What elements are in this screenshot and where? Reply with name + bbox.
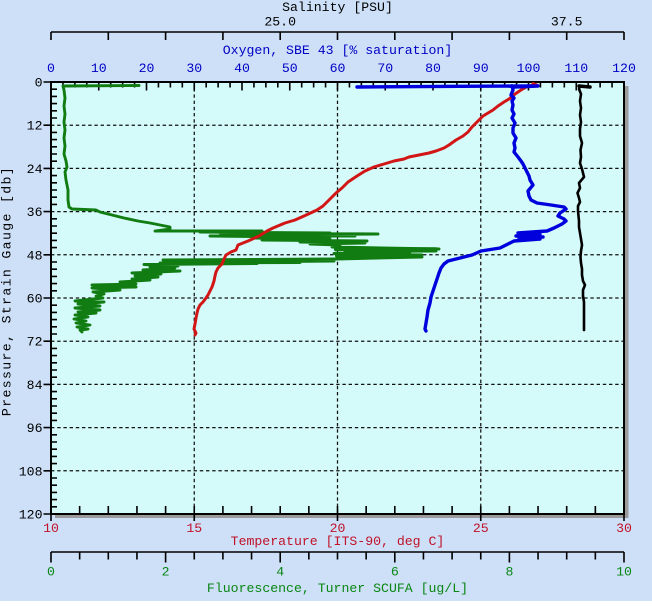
svg-text:2: 2 — [162, 565, 170, 580]
svg-text:Pressure, Strain Gauge [db]: Pressure, Strain Gauge [db] — [0, 166, 15, 416]
svg-text:40: 40 — [234, 61, 250, 76]
svg-text:15: 15 — [186, 521, 202, 536]
svg-text:96: 96 — [27, 421, 43, 436]
svg-text:6: 6 — [391, 565, 399, 580]
svg-text:8: 8 — [505, 565, 513, 580]
svg-text:108: 108 — [19, 464, 43, 479]
svg-text:12: 12 — [27, 119, 43, 134]
svg-text:Temperature [ITS-90, deg C]: Temperature [ITS-90, deg C] — [231, 534, 445, 549]
svg-text:90: 90 — [473, 61, 489, 76]
svg-text:25: 25 — [473, 521, 489, 536]
svg-text:100: 100 — [517, 61, 541, 76]
svg-text:30: 30 — [616, 521, 632, 536]
svg-text:84: 84 — [27, 378, 43, 393]
svg-text:10: 10 — [43, 521, 59, 536]
svg-text:20: 20 — [330, 521, 346, 536]
svg-text:Fluorescence, Turner SCUFA [ug: Fluorescence, Turner SCUFA [ug/L] — [207, 581, 468, 596]
svg-text:120: 120 — [19, 508, 43, 523]
svg-text:24: 24 — [27, 162, 43, 177]
svg-text:30: 30 — [186, 61, 202, 76]
svg-text:25.0: 25.0 — [264, 15, 296, 30]
svg-text:10: 10 — [616, 565, 632, 580]
svg-text:Salinity [PSU]: Salinity [PSU] — [282, 0, 393, 15]
svg-text:37.5: 37.5 — [551, 15, 583, 30]
svg-text:60: 60 — [330, 61, 346, 76]
svg-text:70: 70 — [377, 61, 393, 76]
svg-text:72: 72 — [27, 335, 43, 350]
svg-text:0: 0 — [47, 61, 55, 76]
svg-text:Oxygen, SBE 43 [% saturation]: Oxygen, SBE 43 [% saturation] — [223, 43, 453, 58]
svg-text:48: 48 — [27, 248, 43, 263]
svg-text:20: 20 — [139, 61, 155, 76]
svg-text:60: 60 — [27, 292, 43, 307]
svg-text:80: 80 — [425, 61, 441, 76]
svg-text:120: 120 — [612, 61, 636, 76]
svg-text:4: 4 — [276, 565, 284, 580]
svg-text:0: 0 — [47, 565, 55, 580]
svg-text:36: 36 — [27, 205, 43, 220]
svg-text:50: 50 — [282, 61, 298, 76]
svg-text:110: 110 — [564, 61, 588, 76]
svg-text:10: 10 — [91, 61, 107, 76]
svg-text:0: 0 — [35, 76, 43, 91]
